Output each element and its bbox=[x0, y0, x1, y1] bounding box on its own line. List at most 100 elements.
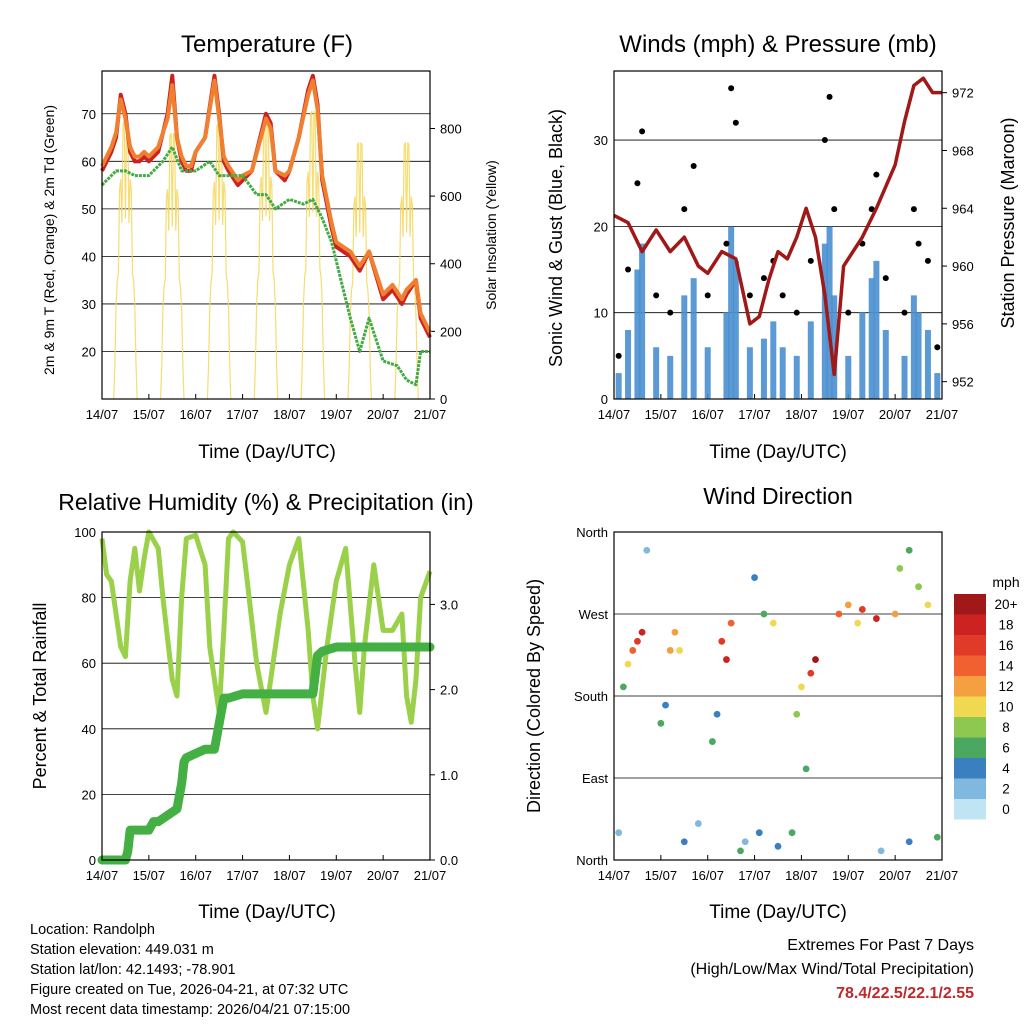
gust-point bbox=[924, 257, 931, 264]
series-line-2m-t bbox=[100, 73, 432, 339]
gust-point bbox=[807, 257, 814, 264]
x-tick-label: 14/07 bbox=[86, 407, 119, 422]
direction-point bbox=[873, 615, 880, 622]
y2-tick-label: 400 bbox=[440, 257, 462, 272]
footer-location: Location: Randolph bbox=[30, 922, 155, 938]
footer-created: Figure created on Tue, 2026-04-21, at 07… bbox=[30, 982, 349, 998]
x-tick-label: 16/07 bbox=[691, 868, 724, 883]
y-tick-label: 20 bbox=[82, 344, 96, 359]
y2-tick-label: 3.0 bbox=[440, 597, 458, 612]
y2-tick-label: 200 bbox=[440, 324, 462, 339]
x-tick-label: 19/07 bbox=[320, 407, 353, 422]
direction-point bbox=[619, 683, 627, 691]
y2-tick-label: 0.0 bbox=[440, 853, 458, 868]
direction-point bbox=[915, 583, 922, 591]
winds-ylabel: Sonic Wind & Gust (Blue, Black) bbox=[546, 109, 566, 367]
direction-point bbox=[676, 647, 683, 654]
direction-point bbox=[807, 669, 815, 677]
series-line-2m-td bbox=[100, 145, 430, 387]
gust-point bbox=[732, 119, 739, 126]
series-line-9m-t bbox=[100, 78, 432, 334]
direction-point bbox=[835, 610, 843, 618]
y2-tick-label: 956 bbox=[952, 317, 974, 332]
x-tick-label: 14/07 bbox=[598, 407, 631, 422]
extremes-subheading: (High/Low/Max Wind/Total Precipitation) bbox=[690, 961, 974, 978]
y2-tick-label: 800 bbox=[440, 121, 462, 136]
x-tick-label: 16/07 bbox=[179, 868, 212, 883]
colorbar-swatch bbox=[954, 799, 986, 820]
x-tick-label: 21/07 bbox=[926, 868, 959, 883]
direction-point bbox=[891, 610, 899, 618]
colorbar-swatch bbox=[954, 614, 986, 635]
solar-insolation-pulse bbox=[206, 123, 232, 400]
colorbar-swatch bbox=[954, 778, 986, 799]
y-tick-label: 60 bbox=[82, 154, 96, 169]
gust-point bbox=[845, 309, 852, 316]
direction-point bbox=[844, 601, 852, 609]
y-tick-label: 0 bbox=[601, 392, 608, 407]
x-tick-label: 16/07 bbox=[179, 407, 212, 422]
x-tick-label: 20/07 bbox=[879, 407, 912, 422]
gust-point bbox=[704, 292, 711, 299]
direction-point bbox=[741, 838, 749, 846]
y2-tick-label: 1.0 bbox=[440, 768, 458, 783]
x-tick-label: 20/07 bbox=[879, 868, 912, 883]
direction-point bbox=[896, 565, 904, 572]
colorbar-label: 4 bbox=[1002, 761, 1010, 776]
extremes-values: 78.4/22.5/22.1/2.55 bbox=[836, 985, 974, 1002]
direction-point bbox=[680, 838, 688, 846]
solar-insolation-pulse bbox=[253, 117, 279, 400]
direction-point bbox=[643, 546, 651, 554]
direction-point bbox=[812, 656, 819, 663]
gust-point bbox=[934, 344, 941, 351]
x-tick-label: 18/07 bbox=[785, 868, 818, 883]
winds-y2label: Station Pressure (Maroon) bbox=[998, 117, 1018, 328]
direction-point bbox=[723, 656, 730, 663]
y-tick-label: 30 bbox=[594, 133, 608, 148]
solar-insolation-pulse bbox=[394, 142, 419, 400]
x-tick-label: 17/07 bbox=[738, 407, 771, 422]
x-tick-label: 18/07 bbox=[785, 407, 818, 422]
gust-point bbox=[653, 292, 660, 299]
colorbar-swatch bbox=[954, 676, 986, 697]
gust-point bbox=[746, 292, 753, 299]
colorbar-swatch bbox=[954, 717, 986, 738]
gust-point bbox=[793, 309, 800, 316]
colorbar-title: mph bbox=[992, 574, 1019, 590]
gust-point bbox=[615, 352, 622, 359]
humidity-line bbox=[99, 529, 433, 732]
direction-point bbox=[718, 637, 726, 645]
footer-latest: Most recent data timestamp: 2026/04/21 0… bbox=[30, 1002, 351, 1018]
x-tick-label: 21/07 bbox=[926, 407, 959, 422]
temperature-xlabel: Time (Day/UTC) bbox=[198, 442, 336, 463]
plot-frame bbox=[613, 531, 943, 861]
gust-point bbox=[728, 85, 735, 92]
footer-elevation: Station elevation: 449.031 m bbox=[30, 942, 214, 958]
colorbar-label: 2 bbox=[1002, 782, 1010, 797]
y-tick-label: West bbox=[579, 607, 609, 622]
footer-latlon: Station lat/lon: 42.1493; -78.901 bbox=[30, 962, 236, 978]
y-tick-label: 60 bbox=[82, 656, 96, 671]
colorbar-label: 14 bbox=[998, 659, 1014, 674]
gust-point bbox=[901, 309, 908, 316]
direction-point bbox=[858, 606, 866, 613]
gust-point bbox=[826, 93, 833, 100]
y2-tick-label: 2.0 bbox=[440, 683, 458, 698]
precip-line bbox=[97, 642, 435, 865]
gust-point bbox=[779, 292, 786, 299]
gust-point bbox=[667, 309, 674, 316]
temperature-title: Temperature (F) bbox=[181, 31, 353, 58]
y-tick-label: 30 bbox=[82, 297, 96, 312]
direction-point bbox=[634, 637, 641, 645]
colorbar-label: 18 bbox=[998, 618, 1013, 633]
direction-point bbox=[854, 619, 862, 627]
y2-tick-label: 0 bbox=[440, 392, 447, 407]
direction-point bbox=[774, 842, 782, 850]
x-tick-label: 17/07 bbox=[226, 407, 259, 422]
gust-point bbox=[760, 275, 767, 282]
y-tick-label: 40 bbox=[82, 722, 96, 737]
y-tick-label: 0 bbox=[89, 853, 96, 868]
colorbar-label: 8 bbox=[1002, 720, 1010, 735]
x-tick-label: 16/07 bbox=[691, 407, 724, 422]
gust-point bbox=[882, 275, 889, 282]
